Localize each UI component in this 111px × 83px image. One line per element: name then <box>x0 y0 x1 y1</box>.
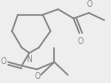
Text: O: O <box>87 0 93 9</box>
Text: O: O <box>35 72 41 81</box>
Text: O: O <box>77 38 83 46</box>
Text: O: O <box>0 57 6 66</box>
Text: N: N <box>26 55 32 64</box>
